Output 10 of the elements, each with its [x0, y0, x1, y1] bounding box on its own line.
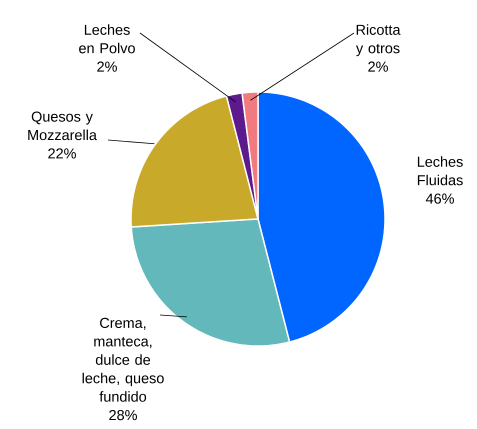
slice-label: Quesos y Mozzarella [28, 111, 97, 140]
data-label: 28% [109, 410, 137, 420]
slice-label: Leches en Polvo [79, 24, 135, 54]
data-label: 2% [368, 62, 388, 72]
slice-label: Ricotta y otros [356, 24, 400, 56]
data-label: 46% [426, 193, 454, 204]
slice-label: Leches Fluidas [418, 156, 463, 186]
slice-label: Crema, manteca, dulce de leche, queso fundido [82, 318, 164, 402]
data-label: 2% [97, 62, 117, 72]
data-label: 22% [48, 148, 76, 159]
